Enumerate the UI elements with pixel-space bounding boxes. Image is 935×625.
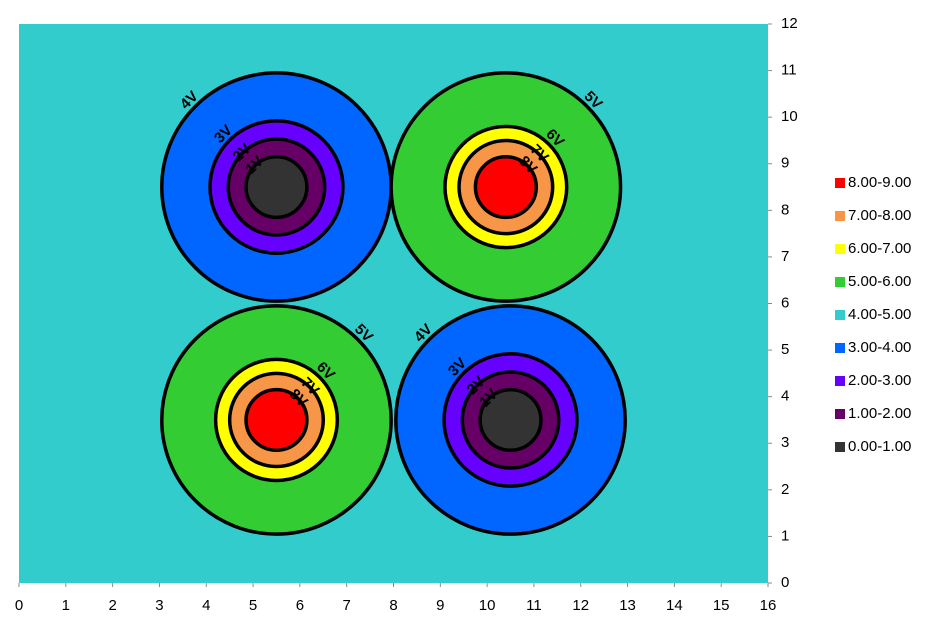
x-tick-label: 2 [108, 597, 116, 614]
legend-swatch [835, 277, 845, 287]
y-tick-label: 4 [781, 388, 789, 405]
contour-region [478, 387, 543, 452]
legend-swatch [835, 376, 845, 386]
plot-background [19, 24, 768, 583]
y-tick-label: 12 [781, 15, 798, 32]
x-tick-label: 6 [296, 597, 304, 614]
x-tick-label: 0 [15, 597, 23, 614]
legend-swatch [835, 409, 845, 419]
x-tick-label: 14 [666, 597, 683, 614]
y-tick-label: 9 [781, 155, 789, 172]
x-tick-label: 1 [62, 597, 70, 614]
x-tick-label: 11 [526, 597, 542, 614]
legend-swatch [835, 178, 845, 188]
legend-swatch [835, 343, 845, 353]
y-tick-label: 7 [781, 248, 789, 265]
legend-label: 8.00-9.00 [848, 174, 911, 191]
legend-label: 5.00-6.00 [848, 273, 911, 290]
legend-label: 1.00-2.00 [848, 405, 911, 422]
x-tick-label: 9 [436, 597, 444, 614]
y-tick-label: 0 [781, 574, 789, 591]
legend-label: 0.00-1.00 [848, 438, 911, 455]
contour-region [473, 155, 539, 220]
y-tick-label: 6 [781, 294, 789, 311]
x-tick-label: 12 [572, 597, 589, 614]
legend-swatch [835, 244, 845, 254]
x-tick-label: 4 [202, 597, 210, 614]
legend-label: 3.00-4.00 [848, 339, 911, 356]
y-tick-label: 1 [781, 527, 789, 544]
legend-label: 4.00-5.00 [848, 306, 911, 323]
legend-label: 2.00-3.00 [848, 372, 911, 389]
contour-region [244, 387, 309, 452]
legend-swatch [835, 442, 845, 452]
x-tick-label: 15 [713, 597, 730, 614]
x-tick-label: 8 [389, 597, 397, 614]
legend-label: 6.00-7.00 [848, 240, 911, 257]
x-tick-label: 3 [155, 597, 163, 614]
contour-region [244, 155, 309, 220]
x-tick-label: 7 [343, 597, 351, 614]
legend-label: 7.00-8.00 [848, 207, 911, 224]
y-tick-label: 3 [781, 434, 789, 451]
y-tick-label: 5 [781, 341, 789, 358]
y-tick-label: 10 [781, 108, 798, 125]
x-tick-label: 10 [479, 597, 496, 614]
y-tick-label: 2 [781, 481, 789, 498]
x-tick-label: 13 [619, 597, 636, 614]
x-tick-label: 16 [760, 597, 777, 614]
legend-swatch [835, 211, 845, 221]
y-tick-label: 8 [781, 201, 789, 218]
legend-swatch [835, 310, 845, 320]
y-tick-label: 11 [781, 62, 797, 79]
x-tick-label: 5 [249, 597, 257, 614]
